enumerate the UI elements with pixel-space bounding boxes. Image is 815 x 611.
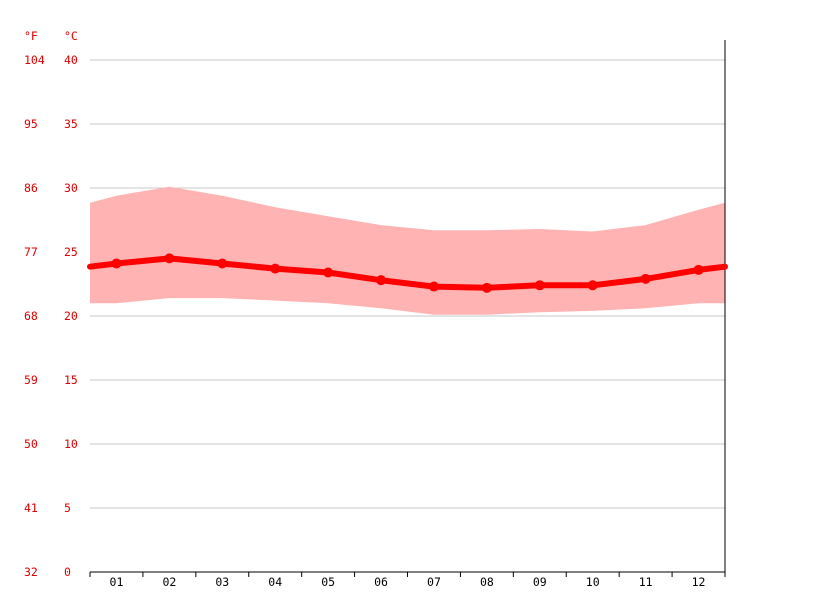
celsius-tick-label: 20	[64, 309, 78, 323]
mean-temperature-point	[428, 281, 439, 292]
celsius-tick-label: 30	[64, 181, 78, 195]
x-tick-label: 05	[321, 575, 335, 589]
fahrenheit-unit-label: °F	[24, 29, 38, 43]
x-tick-label: 12	[692, 575, 706, 589]
celsius-tick-label: 40	[64, 53, 78, 67]
x-axis-labels: 01 02 03 04 05 06 07 08 09 10 11 12	[110, 575, 706, 589]
mean-temperature-point	[111, 258, 122, 269]
mean-temperature-point	[164, 253, 175, 264]
celsius-tick-label: 25	[64, 245, 78, 259]
mean-temperature-point	[693, 264, 704, 275]
celsius-tick-label: 0	[64, 565, 71, 579]
x-tick-label: 02	[162, 575, 176, 589]
fahrenheit-tick-label: 95	[24, 117, 38, 131]
x-tick-label: 06	[374, 575, 388, 589]
celsius-tick-label: 35	[64, 117, 78, 131]
x-axis-tick-marks	[89, 572, 726, 577]
mean-temperature-line	[87, 255, 728, 291]
fahrenheit-tick-label: 50	[24, 437, 38, 451]
x-tick-label: 01	[110, 575, 124, 589]
x-tick-label: 08	[480, 575, 494, 589]
x-tick-label: 10	[586, 575, 600, 589]
fahrenheit-tick-label: 59	[24, 373, 38, 387]
fahrenheit-tick-label: 86	[24, 181, 38, 195]
temperature-range-band	[90, 186, 725, 315]
mean-temperature-point	[376, 275, 387, 286]
fahrenheit-tick-label: 104	[24, 53, 45, 67]
fahrenheit-tick-label: 77	[24, 245, 38, 259]
x-tick-label: 11	[639, 575, 653, 589]
mean-temperature-points	[111, 253, 704, 293]
mean-temperature-point	[534, 280, 545, 291]
celsius-tick-label: 5	[64, 501, 71, 515]
x-tick-label: 03	[215, 575, 229, 589]
x-tick-label: 09	[533, 575, 547, 589]
mean-temperature-point	[323, 267, 334, 278]
mean-temperature-point	[270, 263, 281, 274]
mean-temperature-point	[640, 273, 651, 284]
celsius-axis: 0 5 10 15 20 25 30 35 40	[64, 53, 78, 579]
celsius-unit-label: °C	[64, 29, 78, 43]
mean-temperature-point	[217, 258, 228, 269]
fahrenheit-tick-label: 41	[24, 501, 38, 515]
celsius-tick-label: 15	[64, 373, 78, 387]
fahrenheit-tick-label: 68	[24, 309, 38, 323]
x-tick-label: 04	[268, 575, 282, 589]
fahrenheit-axis: 32 41 50 59 68 77 86 95 104	[24, 53, 45, 579]
x-tick-label: 07	[427, 575, 441, 589]
mean-temperature-point	[587, 280, 598, 291]
mean-temperature-point	[481, 282, 492, 293]
celsius-tick-label: 10	[64, 437, 78, 451]
fahrenheit-tick-label: 32	[24, 565, 38, 579]
